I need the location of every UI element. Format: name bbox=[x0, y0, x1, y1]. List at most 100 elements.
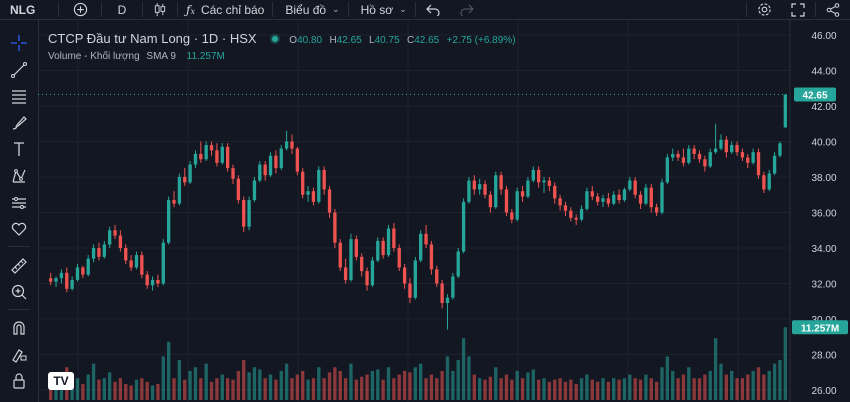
chart-style-button[interactable] bbox=[143, 0, 177, 19]
settings-button[interactable] bbox=[747, 0, 781, 19]
trend-line-tool-button[interactable] bbox=[7, 59, 31, 81]
brush-icon bbox=[12, 116, 27, 130]
tradingview-logo[interactable]: TV bbox=[48, 372, 74, 390]
volume-bar bbox=[381, 379, 385, 400]
candle-body bbox=[381, 240, 385, 256]
candle-body bbox=[49, 278, 53, 282]
plus-circle-icon bbox=[73, 2, 87, 17]
candle-body bbox=[649, 187, 653, 208]
fullscreen-button[interactable] bbox=[781, 0, 815, 19]
symbol-search-button[interactable]: NLG bbox=[0, 0, 58, 19]
symbol-title: CTCP Đầu tư Nam Long · 1D · HSX bbox=[48, 31, 257, 46]
price-chart[interactable]: 46.00 44.00 42.00 40.00 38.00 36.00 34.00 32.00… bbox=[38, 20, 850, 402]
fib-lines-icon bbox=[12, 90, 26, 104]
volume-bar bbox=[713, 338, 718, 400]
lock-tool-button[interactable] bbox=[7, 370, 31, 392]
redo-button[interactable] bbox=[450, 0, 484, 19]
magnet-tool-button[interactable] bbox=[7, 317, 31, 339]
candle-body bbox=[456, 251, 460, 277]
volume-bar bbox=[435, 378, 439, 400]
zoom-tool-button[interactable] bbox=[7, 281, 31, 303]
volume-bar bbox=[188, 370, 192, 400]
candle-body bbox=[376, 240, 380, 261]
toolbar-divider bbox=[347, 2, 349, 17]
crosshair-tool-button[interactable] bbox=[7, 32, 31, 54]
volume-bar bbox=[392, 378, 396, 400]
lock-drawing-tool-button[interactable] bbox=[7, 343, 31, 365]
ruler-icon bbox=[11, 258, 27, 274]
fib-tool-button[interactable] bbox=[7, 85, 31, 107]
volume-bar bbox=[156, 384, 160, 400]
candle-body bbox=[697, 153, 702, 160]
candle-body bbox=[397, 248, 401, 268]
undo-icon bbox=[425, 4, 440, 16]
toolbar-divider bbox=[142, 2, 143, 17]
chart-menu-button[interactable]: Biểu đồ ⌄ bbox=[273, 0, 347, 19]
candle-body bbox=[402, 267, 407, 284]
candle-body bbox=[81, 267, 85, 275]
volume-bar bbox=[622, 378, 627, 400]
favorites-tool-button[interactable] bbox=[7, 218, 31, 240]
measure-tool-button[interactable] bbox=[7, 255, 31, 277]
compare-button[interactable] bbox=[59, 0, 101, 19]
volume-bar bbox=[478, 378, 482, 400]
price-tick-label: 38.00 bbox=[811, 173, 836, 184]
projection-tool-button[interactable] bbox=[7, 192, 31, 214]
indicators-button[interactable]: ƒx Các chỉ báo bbox=[178, 0, 272, 19]
volume-bar bbox=[231, 379, 235, 400]
volume-bar bbox=[204, 363, 208, 400]
volume-bar bbox=[295, 374, 300, 400]
volume-bar bbox=[756, 367, 761, 400]
volume-bar bbox=[354, 379, 358, 400]
chart-legend: CTCP Đầu tư Nam Long · 1D · HSX O40.80 H… bbox=[48, 31, 520, 46]
last-price-label: 42.65 bbox=[802, 90, 827, 101]
price-tick-label: 36.00 bbox=[811, 209, 836, 220]
projection-icon bbox=[12, 197, 26, 209]
volume-bar bbox=[236, 370, 241, 400]
volume-bar bbox=[429, 374, 434, 400]
brush-tool-button[interactable] bbox=[7, 112, 31, 134]
volume-bar bbox=[724, 374, 728, 400]
volume-bar bbox=[778, 360, 782, 400]
candle-body bbox=[370, 260, 375, 286]
volume-bar bbox=[515, 370, 519, 400]
candle-body bbox=[118, 235, 123, 248]
volume-bar bbox=[49, 381, 53, 400]
candle-body bbox=[472, 180, 476, 190]
volume-bar bbox=[124, 384, 128, 400]
volume-bar bbox=[735, 378, 739, 400]
text-icon bbox=[14, 142, 24, 156]
volume-bar bbox=[343, 378, 348, 400]
candle-body bbox=[172, 200, 176, 204]
volume-ma-label: SMA 9 bbox=[146, 51, 176, 62]
pattern-tool-button[interactable] bbox=[7, 165, 31, 187]
candle-body bbox=[349, 239, 353, 280]
volume-bar bbox=[665, 356, 670, 400]
volume-bar bbox=[183, 379, 187, 400]
volume-bar bbox=[402, 370, 407, 400]
candle-body bbox=[54, 278, 58, 282]
open-value: 40.80 bbox=[297, 35, 323, 46]
undo-button[interactable] bbox=[416, 0, 450, 19]
text-tool-button[interactable] bbox=[7, 138, 31, 160]
volume-bar bbox=[633, 378, 637, 400]
candle-body bbox=[638, 194, 643, 204]
candle-body bbox=[231, 168, 235, 179]
volume-bar bbox=[772, 363, 777, 400]
share-button[interactable] bbox=[816, 0, 850, 19]
volume-bar bbox=[311, 378, 316, 400]
volume-bar bbox=[290, 378, 294, 400]
interval-button[interactable]: D bbox=[102, 0, 142, 19]
candle-body bbox=[553, 185, 557, 199]
volume-bar bbox=[166, 341, 171, 400]
candle-body bbox=[365, 271, 369, 286]
volume-bar bbox=[97, 379, 101, 400]
candle-body bbox=[161, 242, 165, 284]
price-tick-label: 34.00 bbox=[811, 244, 836, 255]
candle-body bbox=[585, 191, 589, 209]
volume-bar bbox=[301, 370, 305, 400]
profile-menu-button[interactable]: Hồ sơ ⌄ bbox=[349, 0, 415, 19]
volume-bar bbox=[263, 378, 267, 400]
candle-body bbox=[150, 279, 155, 286]
volume-bar bbox=[660, 367, 664, 400]
